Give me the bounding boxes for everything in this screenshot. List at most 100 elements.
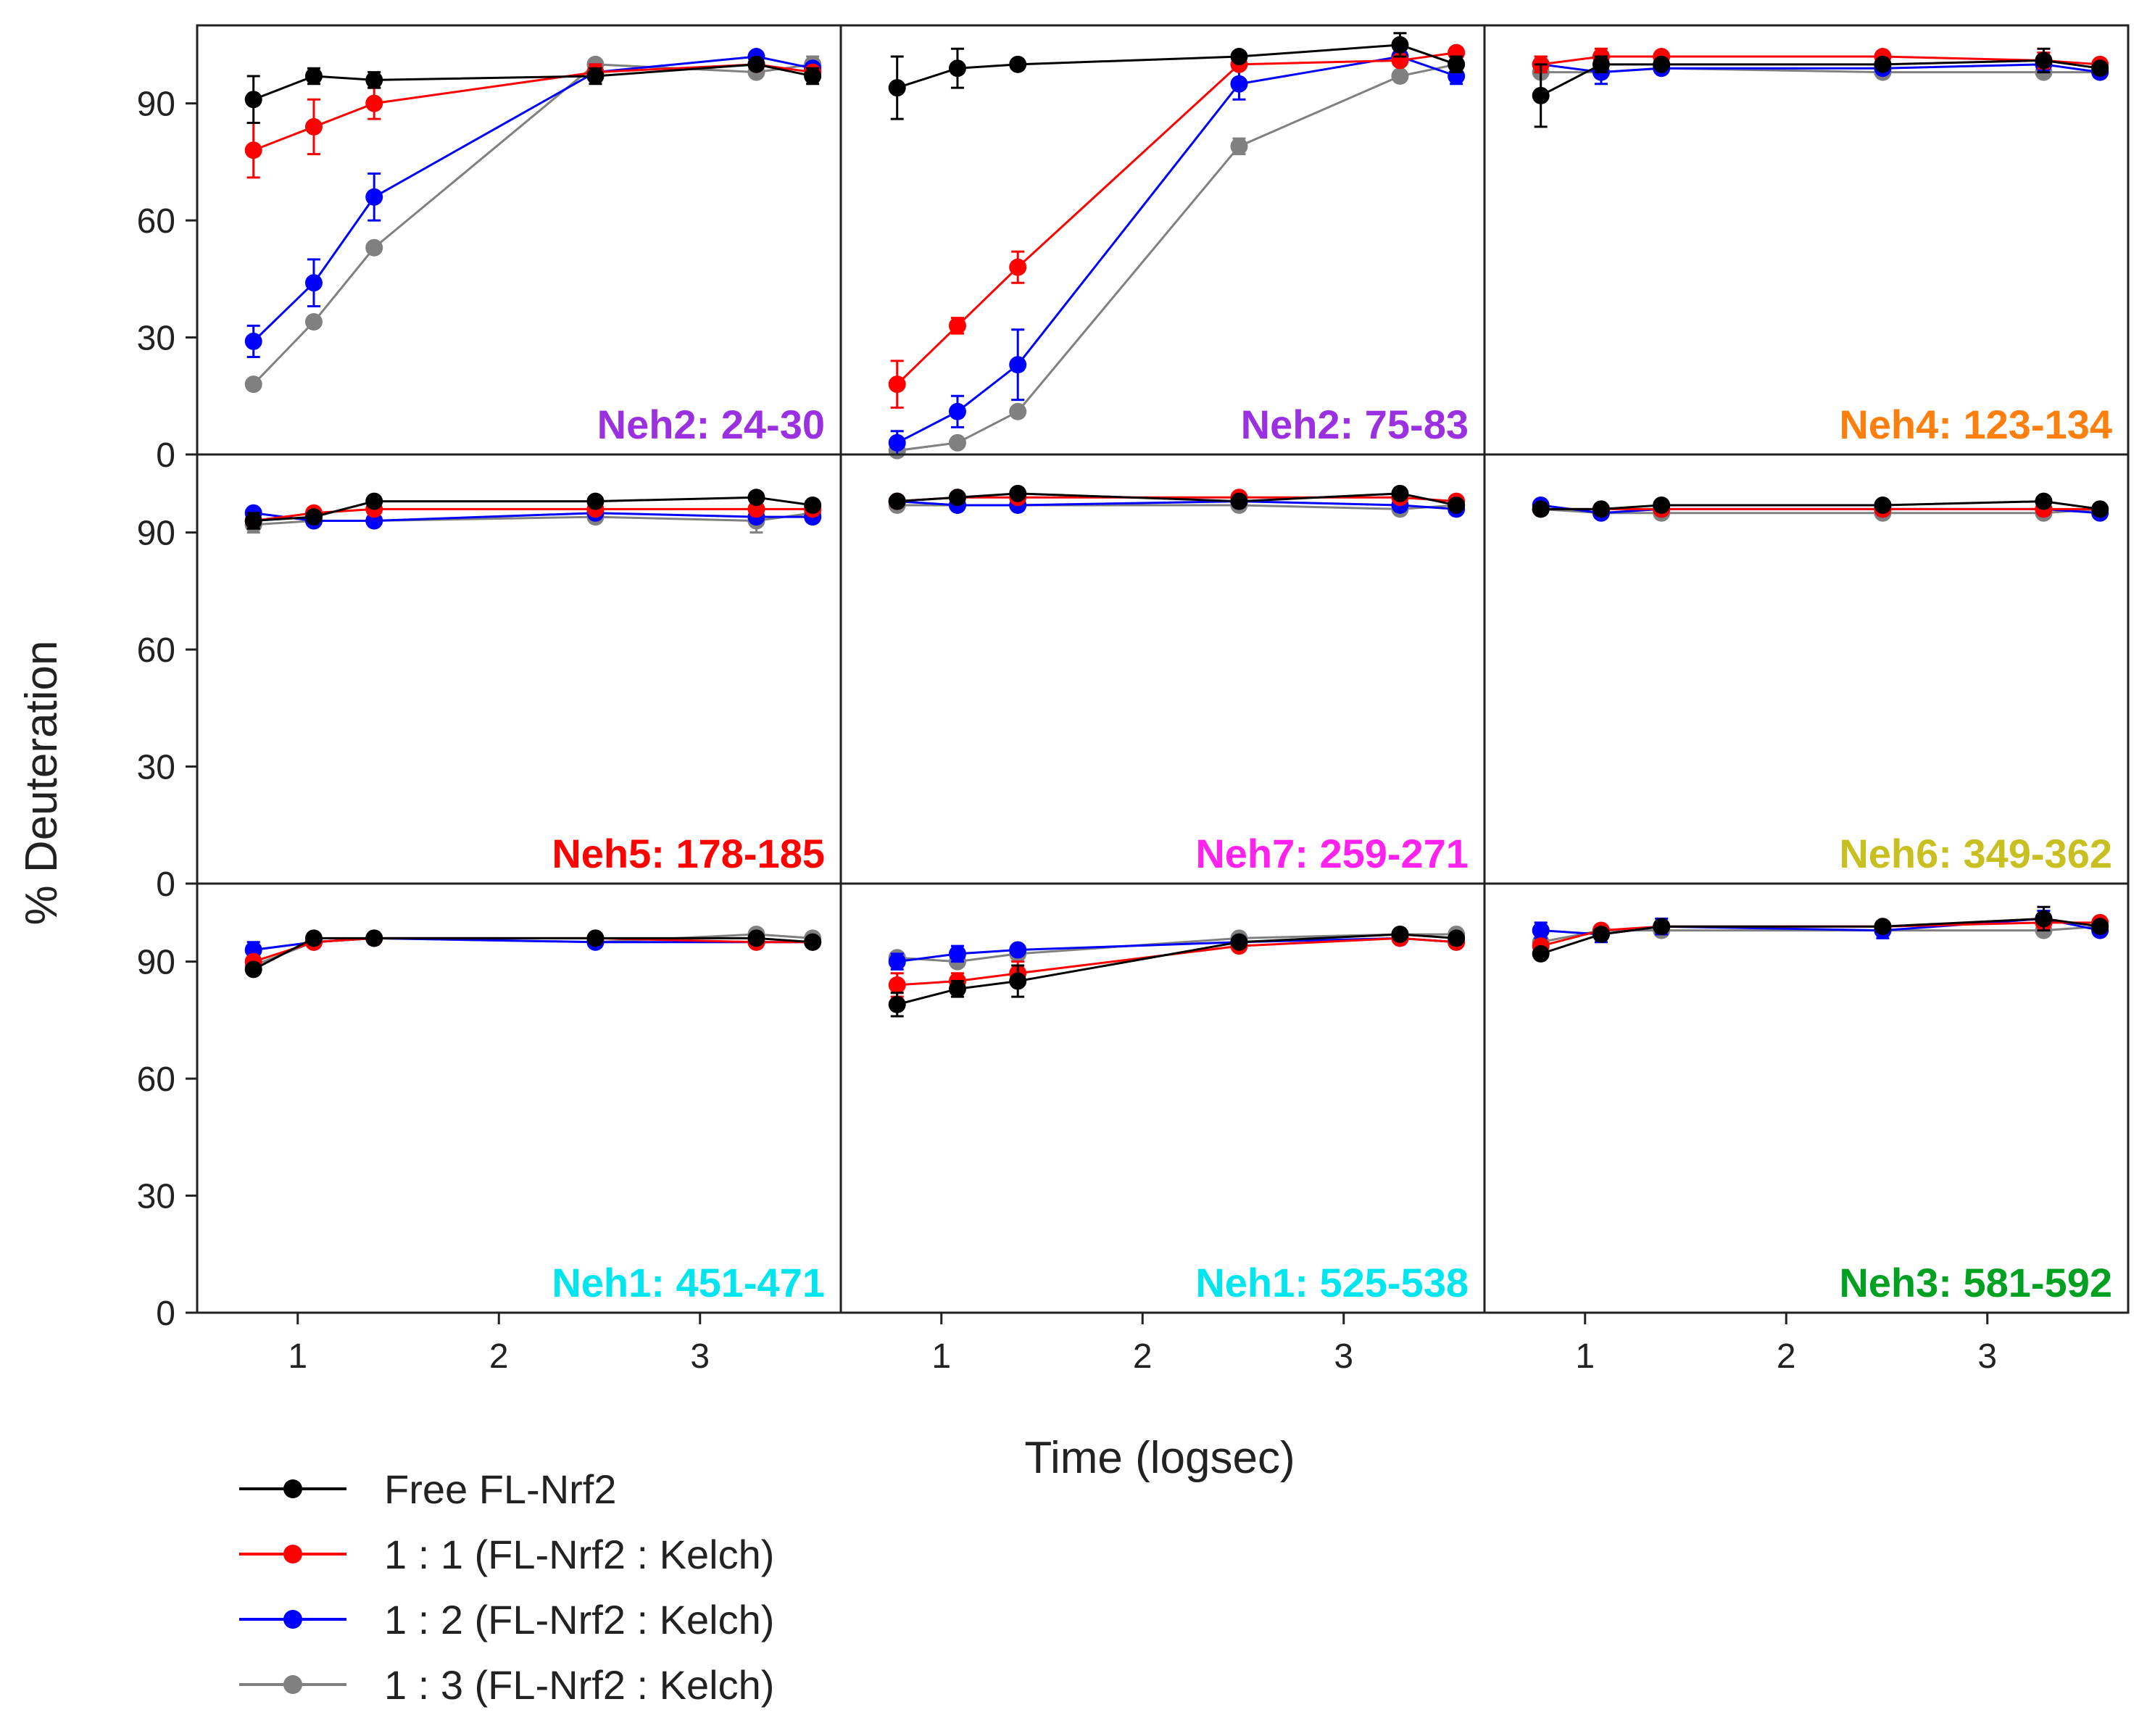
data-point [1230,48,1248,66]
data-point [888,952,906,971]
series-1 [1532,905,2109,963]
data-point [747,55,765,73]
panel-1: Neh2: 24-30 [196,24,842,456]
y-tick-label: 60 [137,1060,175,1099]
data-point [2035,51,2053,70]
data-point [586,492,605,510]
legend-entry-3: 1 : 2 (FL-Nrf2 : Kelch) [239,1597,774,1642]
data-point [1009,258,1027,276]
panel-9: Neh3: 581-592 [1483,882,2130,1314]
data-point [1653,55,1671,73]
data-point [888,79,906,97]
series-line [253,512,813,522]
data-point [747,489,765,507]
series-1 [1532,492,2109,518]
legend-entry-4: 1 : 3 (FL-Nrf2 : Kelch) [239,1662,774,1708]
series-3 [244,48,822,358]
panel-2: Neh2: 75-83 [839,24,1486,460]
x-tick-label: 2 [1133,1337,1153,1376]
data-point [888,433,906,452]
data-point [1874,918,1892,936]
data-point [1874,496,1892,514]
data-point [244,91,262,109]
series-line [253,512,813,526]
data-point [304,274,323,292]
panels-layer: Neh2: 24-30 Neh2: 75-83 Neh4: 123-134 Neh5:… [196,24,2130,1314]
data-point [1009,484,1027,502]
y-tick-label: 60 [137,631,175,670]
y-tick-label: 90 [137,515,175,553]
data-point [244,141,262,159]
data-point [2035,492,2053,510]
series-3 [888,47,1466,456]
series-line [897,500,1457,510]
data-point [804,67,822,85]
data-point [244,512,262,530]
y-tick-label: 0 [156,865,175,904]
data-point [1391,67,1409,85]
data-point [244,375,262,394]
data-point [1532,944,1550,963]
data-point [244,960,262,979]
data-point [948,402,966,420]
series-line [1540,500,2101,510]
series-1 [888,32,1466,120]
panel-4: Neh5: 178-185 [196,453,842,885]
series-1 [244,55,822,125]
series-1 [244,929,822,979]
series-line [897,63,1457,452]
series-line [253,63,813,101]
data-point [304,929,323,947]
data-point [304,117,323,136]
series-line [1540,917,2101,955]
data-point [1448,55,1466,73]
x-tick-label: 3 [1977,1337,1997,1376]
legend-label: Free FL-Nrf2 [384,1466,617,1512]
legend-label: 1 : 3 (FL-Nrf2 : Kelch) [384,1662,774,1708]
legend-swatch-marker [283,1479,302,1498]
data-point [304,508,323,526]
y-tick-label: 30 [137,320,175,358]
legend-entry-2: 1 : 1 (FL-Nrf2 : Kelch) [239,1532,774,1577]
series-line [897,492,1457,507]
x-axis-title: Time (logsec) [1024,1433,1295,1483]
series-4 [888,925,1466,971]
panel-label: Neh3: 581-592 [1839,1260,2112,1305]
data-point [365,492,383,510]
series-line [897,936,1457,987]
y-axis-title: % Deuteration [17,641,67,926]
panel-frame [1483,24,2130,456]
panel-label: Neh2: 24-30 [597,402,825,447]
panel-8: Neh1: 525-538 [839,882,1486,1314]
data-point [1230,137,1248,155]
panel-label: Neh4: 123-134 [1839,402,2112,447]
y-tick-label: 60 [137,202,175,241]
x-tick-label: 2 [489,1337,509,1376]
legend-label: 1 : 2 (FL-Nrf2 : Kelch) [384,1597,774,1642]
data-point [304,67,323,85]
data-point [1230,75,1248,93]
data-point [586,67,605,85]
data-point [365,238,383,257]
data-point [1653,918,1671,936]
y-tick-label: 30 [137,749,175,787]
series-line [897,933,1457,1006]
series-line [1540,67,2101,74]
y-tick-label: 30 [137,1178,175,1216]
data-point [1532,921,1550,939]
series-line [252,55,813,343]
data-point [948,944,966,963]
series-2 [888,43,1466,409]
series-line [253,936,813,971]
data-point [1592,925,1610,943]
x-tick-label: 1 [288,1337,307,1376]
legend-label: 1 : 1 (FL-Nrf2 : Kelch) [384,1532,774,1577]
series-line [897,43,1457,89]
x-tick-label: 1 [1575,1337,1595,1376]
series-2 [1532,500,2109,518]
series-line [897,55,1457,444]
data-point [1592,500,1610,518]
data-point [1592,55,1610,73]
series-line [896,51,1457,386]
